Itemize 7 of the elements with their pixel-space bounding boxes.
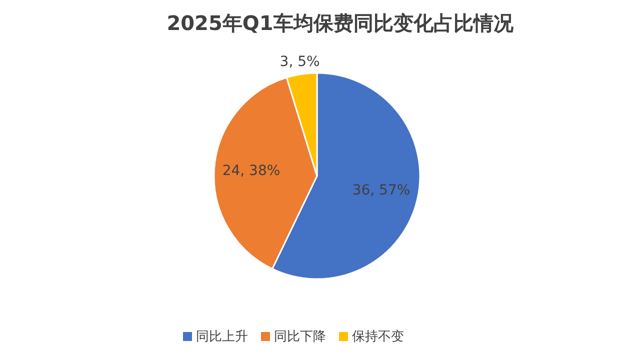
data-label: 3, 5%	[280, 54, 320, 70]
legend-label: 同比上升	[196, 330, 248, 344]
data-label: 24, 38%	[222, 163, 280, 180]
legend-label: 同比下降	[274, 330, 326, 344]
data-label: 36, 57%	[352, 182, 410, 199]
chart-title: 2025年Q1车均保费同比变化占比情况	[166, 11, 514, 35]
legend-label: 保持不变	[352, 330, 404, 344]
